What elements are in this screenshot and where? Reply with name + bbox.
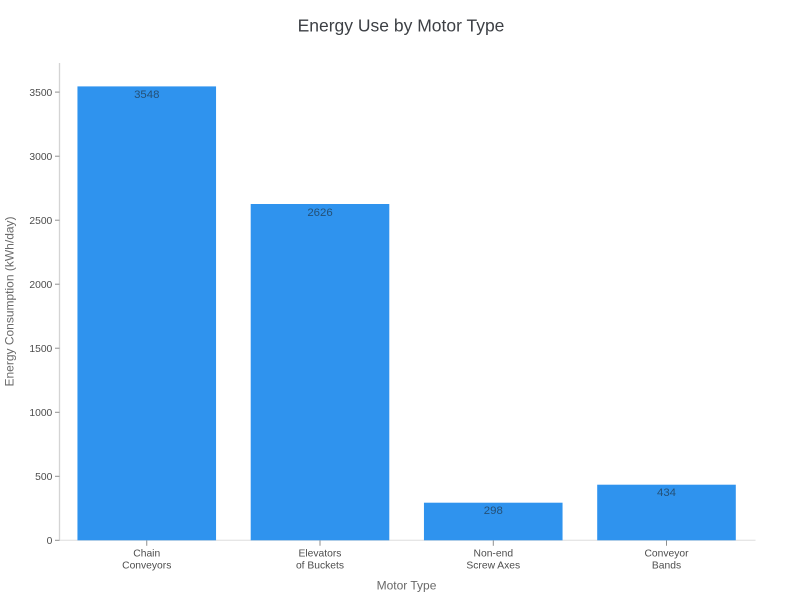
svg-text:Energy Consumption (kWh/day): Energy Consumption (kWh/day)	[3, 216, 17, 386]
svg-text:Bands: Bands	[652, 561, 681, 572]
svg-text:3500: 3500	[29, 88, 52, 99]
svg-text:1000: 1000	[29, 408, 52, 419]
svg-text:Screw Axes: Screw Axes	[466, 561, 520, 572]
svg-text:434: 434	[657, 487, 676, 499]
svg-text:0: 0	[47, 536, 53, 547]
svg-text:of Buckets: of Buckets	[296, 561, 344, 572]
svg-text:Energy Use by Motor Type: Energy Use by Motor Type	[298, 16, 505, 36]
svg-text:Motor Type: Motor Type	[377, 579, 437, 593]
svg-text:Conveyors: Conveyors	[122, 561, 171, 572]
svg-text:2626: 2626	[307, 207, 332, 219]
svg-text:1500: 1500	[29, 344, 52, 355]
svg-text:298: 298	[484, 505, 503, 517]
svg-text:Conveyor: Conveyor	[644, 549, 689, 560]
svg-text:2500: 2500	[29, 216, 52, 227]
svg-text:Elevators: Elevators	[299, 549, 342, 560]
svg-text:3000: 3000	[29, 152, 52, 163]
svg-text:3548: 3548	[134, 89, 159, 101]
svg-text:500: 500	[35, 472, 52, 483]
svg-text:2000: 2000	[29, 280, 52, 291]
svg-text:Chain: Chain	[133, 549, 160, 560]
svg-text:Non-end: Non-end	[474, 549, 514, 560]
